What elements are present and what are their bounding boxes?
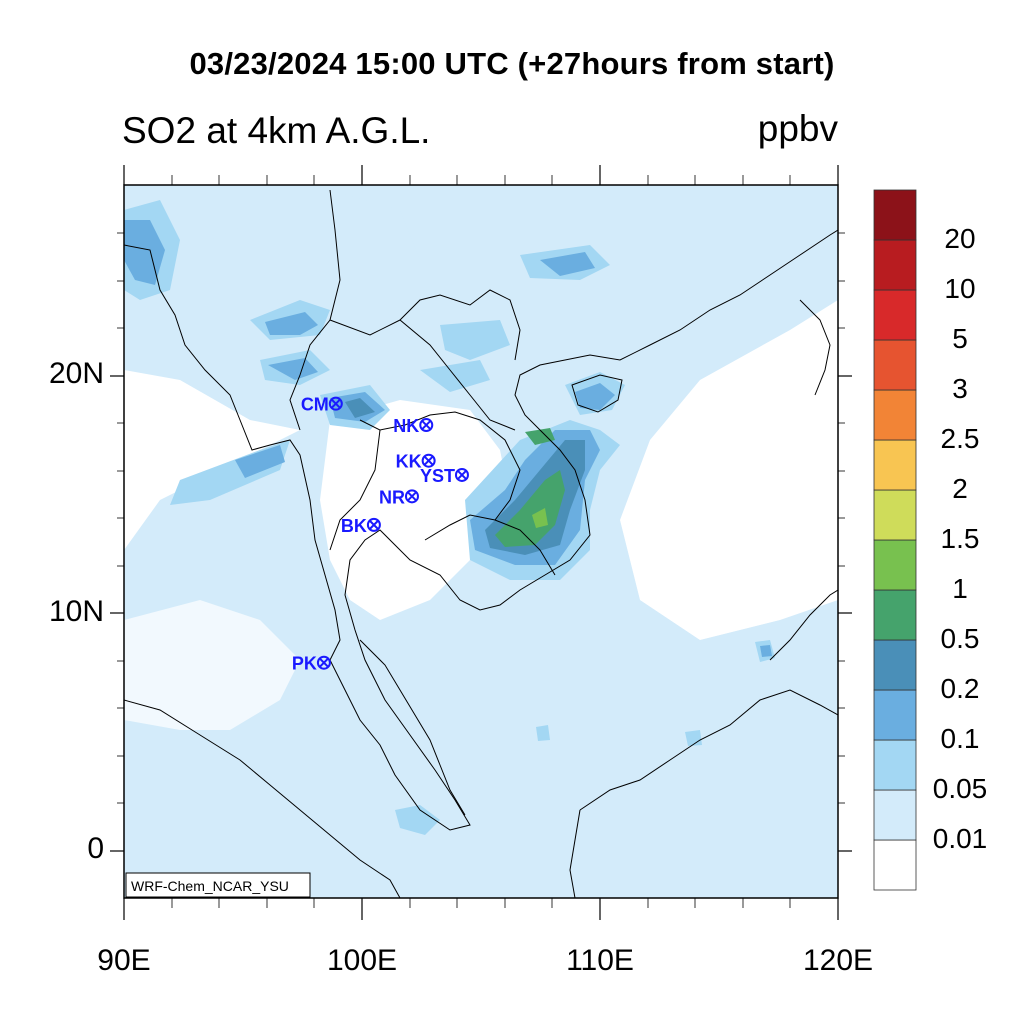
map-title: 03/23/2024 15:00 UTC (+27hours from star… (189, 46, 835, 81)
station-label: BK (341, 516, 367, 536)
credit-text: WRF-Chem_NCAR_YSU (131, 878, 289, 894)
station-label: NK (393, 416, 419, 436)
colorbar-label: 10 (944, 273, 976, 304)
station-marker: KK (396, 452, 436, 472)
station-marker-icon (316, 655, 331, 670)
colorbar-swatch (873, 339, 917, 391)
station-marker: NR (379, 487, 419, 507)
station-label: KK (396, 452, 422, 472)
station-marker-icon (404, 489, 419, 504)
station-marker: PK (292, 654, 331, 674)
station-marker: YST (420, 466, 469, 486)
so2-field (124, 185, 838, 898)
colorbar (873, 189, 917, 891)
coastlines-borders (124, 189, 838, 898)
colorbar-swatch (873, 839, 917, 891)
station-label: NR (379, 487, 405, 507)
colorbar-label: 2.5 (940, 423, 980, 454)
station-marker-icon (419, 418, 434, 433)
units-subtitle: ppbv (757, 108, 838, 149)
colorbar-swatch (873, 639, 917, 691)
lon-label: 90E (97, 944, 151, 977)
colorbar-label: 2 (952, 473, 968, 504)
colorbar-swatch (873, 789, 917, 841)
colorbar-swatch (873, 489, 917, 541)
colorbar-label: 0.01 (932, 823, 988, 854)
lat-label: 0 (87, 832, 104, 866)
lat-label: 10N (48, 594, 104, 628)
colorbar-swatch (873, 239, 917, 291)
colorbar-swatch (873, 539, 917, 591)
station-marker: NK (393, 416, 434, 436)
station-marker: CM (301, 395, 343, 415)
station-marker-icon (366, 517, 381, 532)
colorbar-swatch (873, 189, 917, 241)
colorbar-swatch (873, 389, 917, 441)
colorbar-label: 3 (952, 373, 968, 404)
station-marker: BK (341, 516, 381, 536)
lon-label: 110E (566, 944, 634, 977)
colorbar-label: 0.1 (940, 723, 980, 754)
credit-box: WRF-Chem_NCAR_YSU (125, 872, 311, 898)
colorbar-label: 1.5 (940, 523, 980, 554)
variable-subtitle: SO2 at 4km A.G.L. (122, 110, 431, 151)
colorbar-swatch (873, 739, 917, 791)
colorbar-label: 20 (944, 223, 976, 254)
station-label: YST (420, 466, 455, 486)
lon-label: 120E (802, 944, 874, 977)
colorbar-label: 0.2 (940, 673, 980, 704)
lat-label: 20N (48, 357, 104, 391)
station-label: PK (292, 654, 317, 674)
colorbar-swatch (873, 289, 917, 341)
station-marker-icon (454, 467, 469, 482)
plot-frame (110, 165, 852, 920)
colorbar-swatch (873, 689, 917, 741)
lon-label: 100E (326, 944, 398, 977)
colorbar-swatch (873, 589, 917, 641)
colorbar-label: 1 (952, 573, 968, 604)
colorbar-swatch (873, 439, 917, 491)
station-marker-icon (328, 396, 343, 411)
colorbar-label: 0.5 (940, 623, 980, 654)
station-label: CM (301, 395, 329, 415)
colorbar-label: 0.05 (932, 773, 988, 804)
station-marker-icon (421, 453, 436, 468)
colorbar-label: 5 (952, 323, 968, 354)
